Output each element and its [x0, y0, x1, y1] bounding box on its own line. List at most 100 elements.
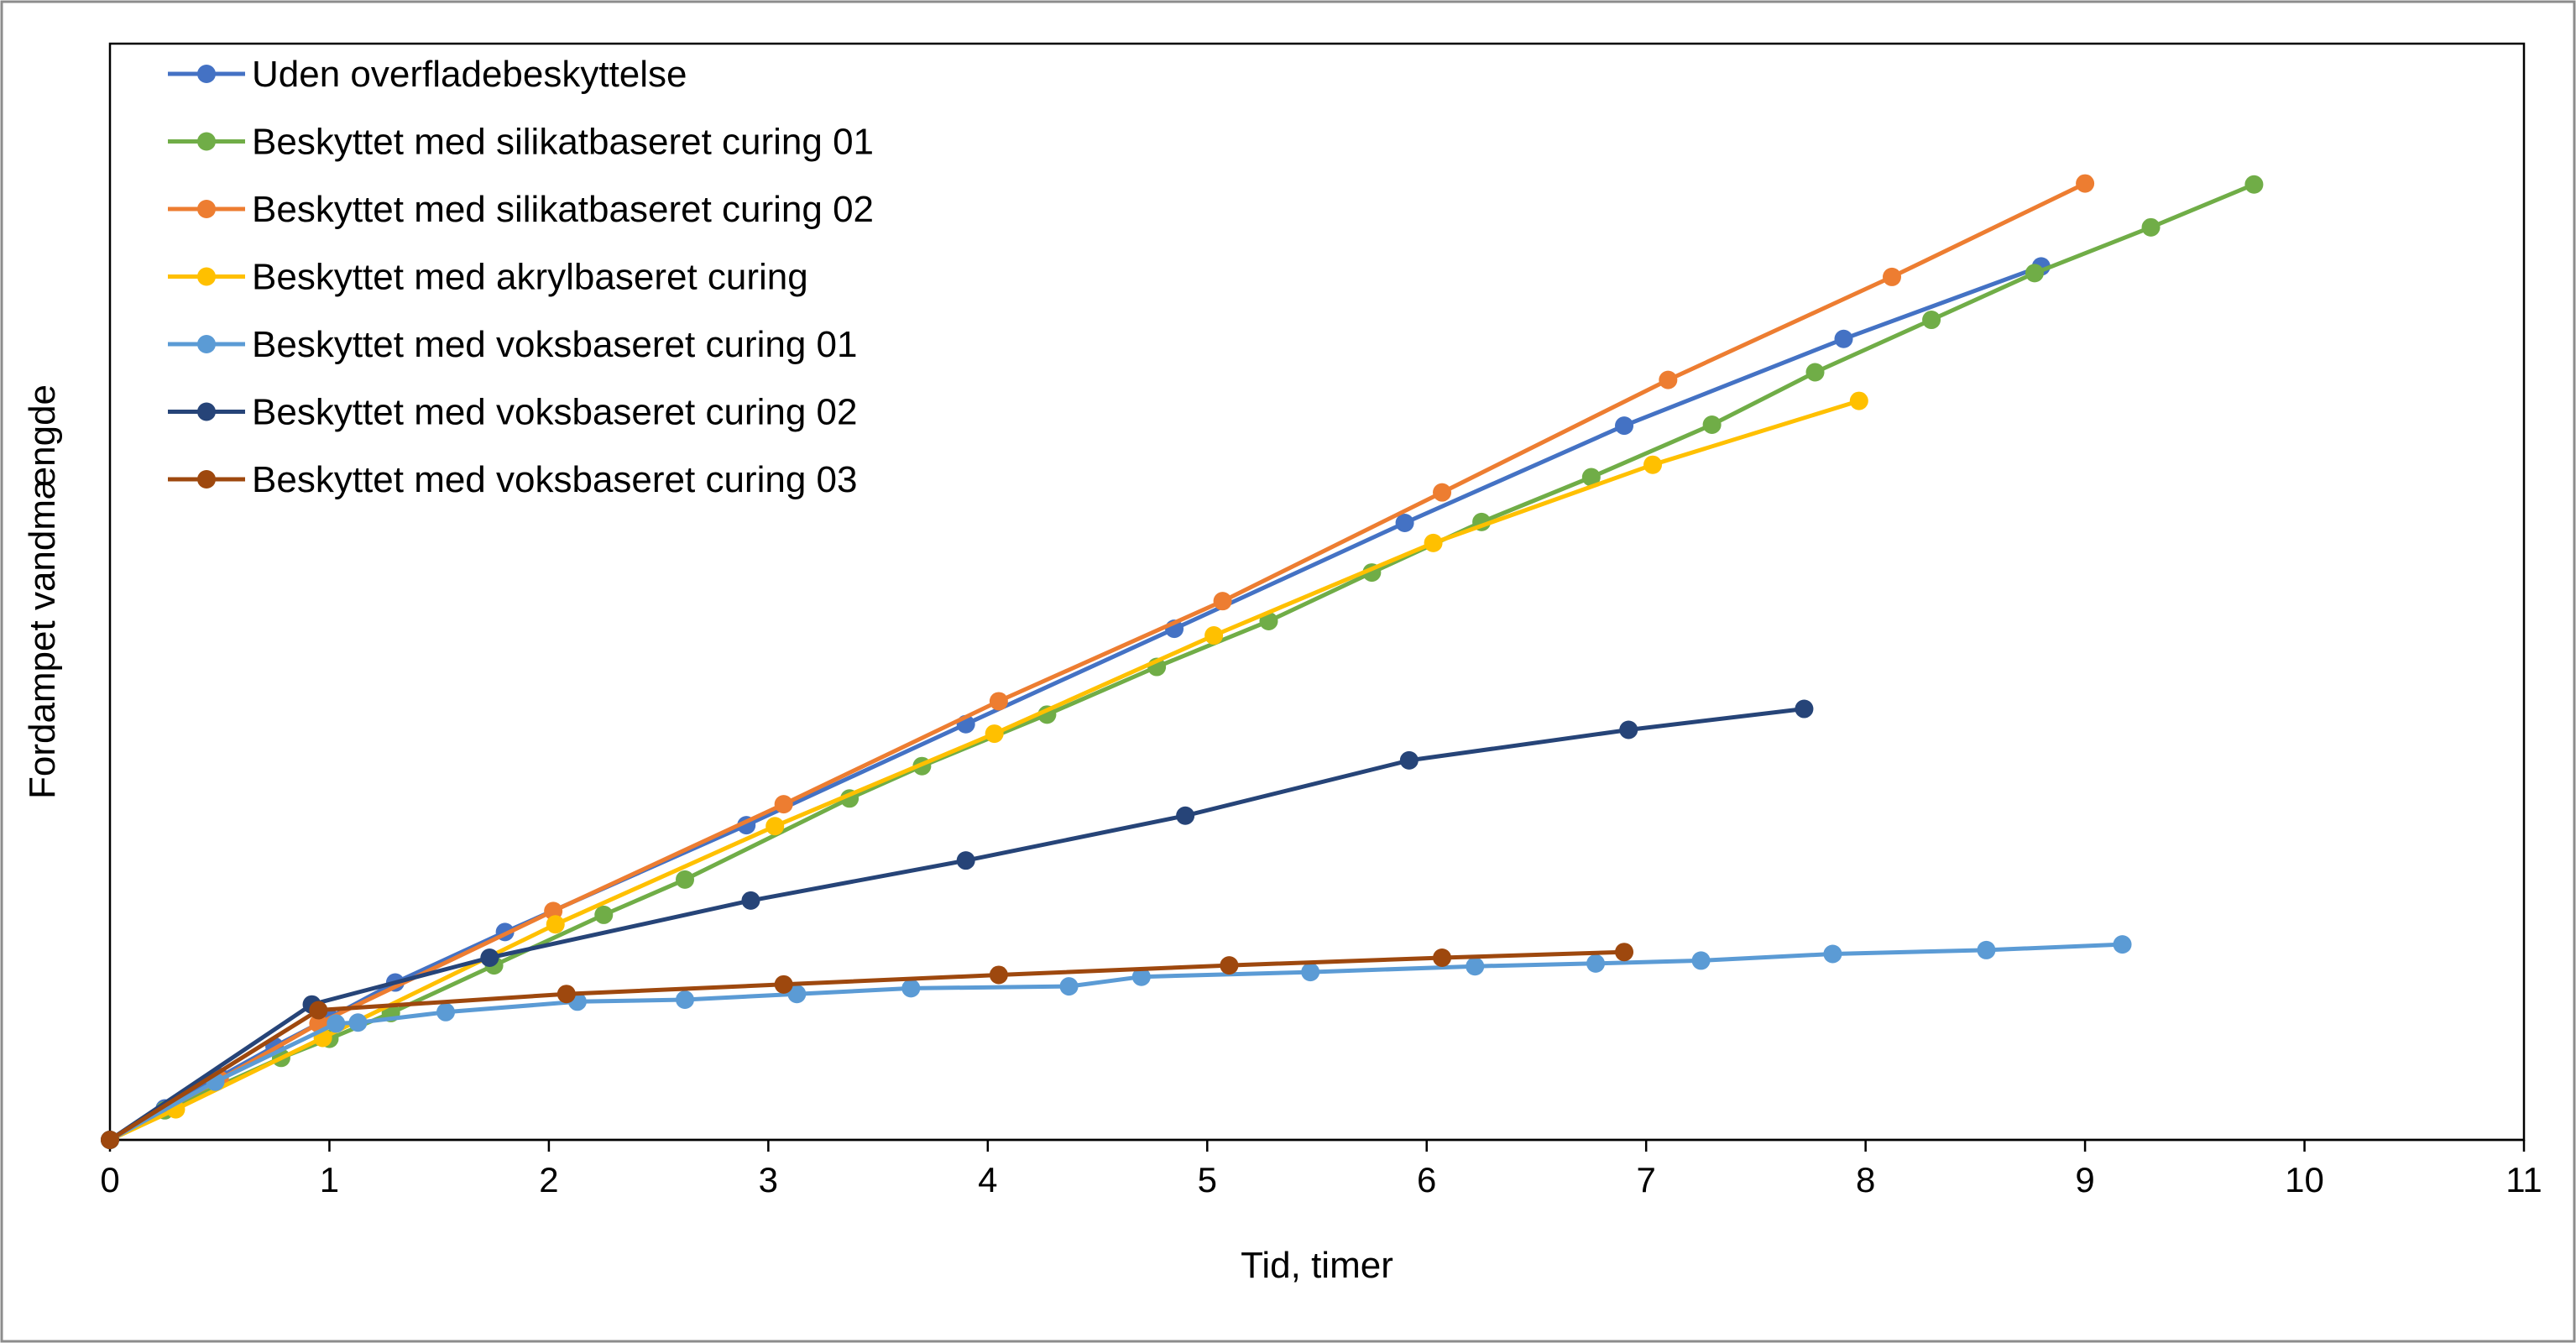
x-axis-tick-labels: 0 1 2 3 4 5 6 7 8 9 10 11: [100, 1160, 2542, 1199]
x-tick-label-8: 8: [1856, 1160, 1875, 1199]
x-tick-label-6: 6: [1417, 1160, 1436, 1199]
series-4-point-4: [765, 817, 785, 836]
series-4-point-9: [1849, 391, 1868, 410]
series-2-point-21: [2244, 175, 2264, 194]
series-4-point-8: [1643, 455, 1663, 474]
legend-item-4: Beskyttet med akrylbaseret curing: [168, 257, 808, 298]
series-2-point-7: [676, 870, 695, 889]
series-1-point-11: [1615, 416, 1634, 436]
series-layer: [101, 174, 2264, 1149]
series-5-point-10: [1131, 967, 1151, 986]
series-5-point-9: [1059, 977, 1079, 996]
series-5-point-7: [787, 985, 807, 1004]
series-7-point-4: [989, 965, 1008, 985]
series-5-point-14: [1691, 951, 1711, 970]
series-5-point-16: [1977, 940, 1996, 959]
x-axis-ticks: [108, 1140, 2526, 1152]
series-3-point-6: [1213, 592, 1232, 611]
series-3-point-4: [774, 795, 793, 814]
legend-swatch-marker-5: [197, 335, 216, 353]
legend-label-2: Beskyttet med silikatbaseret curing 01: [252, 122, 874, 163]
series-7-point-5: [1220, 956, 1239, 975]
series-7-point-0: [101, 1131, 119, 1149]
legend-item-5: Beskyttet med voksbaseret curing 01: [168, 324, 857, 365]
series-6-point-8: [1795, 699, 1814, 719]
series-2-point-18: [1922, 311, 1941, 330]
x-tick-label-3: 3: [759, 1160, 778, 1199]
legend-item-7: Beskyttet med voksbaseret curing 03: [168, 459, 857, 500]
legend-swatch-marker-7: [197, 470, 216, 489]
series-7-point-1: [309, 1001, 328, 1020]
series-3-point-9: [1883, 267, 1902, 286]
series-3-point-7: [1433, 483, 1452, 502]
x-tick-label-7: 7: [1637, 1160, 1656, 1199]
series-2-point-15: [1581, 468, 1601, 487]
series-2-point-20: [2141, 217, 2161, 237]
legend-item-3: Beskyttet med silikatbaseret curing 02: [168, 189, 874, 230]
legend-label-5: Beskyttet med voksbaseret curing 01: [252, 324, 857, 365]
series-5-point-3: [348, 1013, 368, 1032]
legend-swatch-marker-3: [197, 200, 216, 218]
series-4: [101, 391, 1868, 1149]
series-3-point-5: [989, 692, 1008, 711]
series-5-point-15: [1823, 944, 1842, 964]
series-7-line: [107, 949, 1627, 1142]
legend-swatch-marker-6: [197, 402, 216, 421]
x-tick-label-4: 4: [978, 1160, 997, 1199]
series-2-point-19: [2025, 264, 2044, 283]
legend-label-1: Uden overfladebeskyttelse: [252, 54, 687, 95]
x-tick-label-1: 1: [320, 1160, 339, 1199]
series-6-point-6: [1399, 750, 1419, 770]
series-4-point-5: [985, 724, 1004, 744]
series-5-point-2: [327, 1014, 346, 1033]
legend-label-6: Beskyttet med voksbaseret curing 02: [252, 392, 857, 433]
series-1-point-10: [1395, 514, 1414, 533]
series-2-point-16: [1702, 415, 1722, 434]
legend-swatch-marker-4: [197, 267, 216, 286]
series-2-point-6: [594, 905, 614, 924]
x-axis-title: Tid, timer: [1241, 1245, 1393, 1286]
legend-item-6: Beskyttet med voksbaseret curing 02: [168, 392, 857, 433]
series-2-point-17: [1805, 363, 1825, 382]
series-5-point-11: [1301, 963, 1320, 982]
legend: Uden overfladebeskyttelse Beskyttet med s…: [168, 54, 874, 500]
series-4-point-6: [1204, 626, 1224, 645]
series-7-point-6: [1433, 948, 1452, 968]
legend-item-2: Beskyttet med silikatbaseret curing 01: [168, 122, 874, 163]
series-7-point-2: [556, 985, 576, 1004]
series-4-point-3: [546, 915, 565, 934]
series-5-point-8: [901, 979, 921, 998]
series-6-point-3: [741, 891, 760, 910]
series-5-point-4: [436, 1002, 456, 1022]
legend-swatch-marker-2: [197, 132, 216, 151]
x-tick-label-9: 9: [2075, 1160, 2094, 1199]
x-tick-label-5: 5: [1198, 1160, 1217, 1199]
x-tick-label-10: 10: [2285, 1160, 2324, 1199]
legend-label-7: Beskyttet med voksbaseret curing 03: [252, 459, 857, 500]
legend-swatch-marker-1: [197, 65, 216, 83]
series-4-line: [107, 399, 1862, 1142]
y-axis-title: Fordampet vandmængde: [22, 384, 63, 799]
series-5-point-6: [676, 990, 695, 1010]
series-6-point-5: [1176, 806, 1195, 825]
series-3-point-8: [1659, 370, 1678, 389]
series-4-point-7: [1424, 533, 1443, 552]
legend-label-4: Beskyttet med akrylbaseret curing: [252, 257, 808, 298]
series-3-point-10: [2076, 174, 2095, 193]
series-5-point-12: [1466, 957, 1485, 976]
x-tick-label-2: 2: [539, 1160, 558, 1199]
x-tick-label-0: 0: [100, 1160, 119, 1199]
series-7-point-7: [1615, 943, 1634, 962]
series-5-point-13: [1586, 954, 1606, 973]
series-5-point-17: [2113, 935, 2132, 954]
legend-label-3: Beskyttet med silikatbaseret curing 02: [252, 189, 874, 230]
x-tick-label-11: 11: [2505, 1160, 2542, 1199]
series-6-point-2: [480, 948, 499, 968]
series-1-point-12: [1834, 329, 1853, 348]
series-6-point-7: [1619, 720, 1638, 739]
series-7: [101, 943, 1634, 1149]
series-7-point-3: [774, 975, 793, 994]
legend-item-1: Uden overfladebeskyttelse: [168, 54, 687, 95]
